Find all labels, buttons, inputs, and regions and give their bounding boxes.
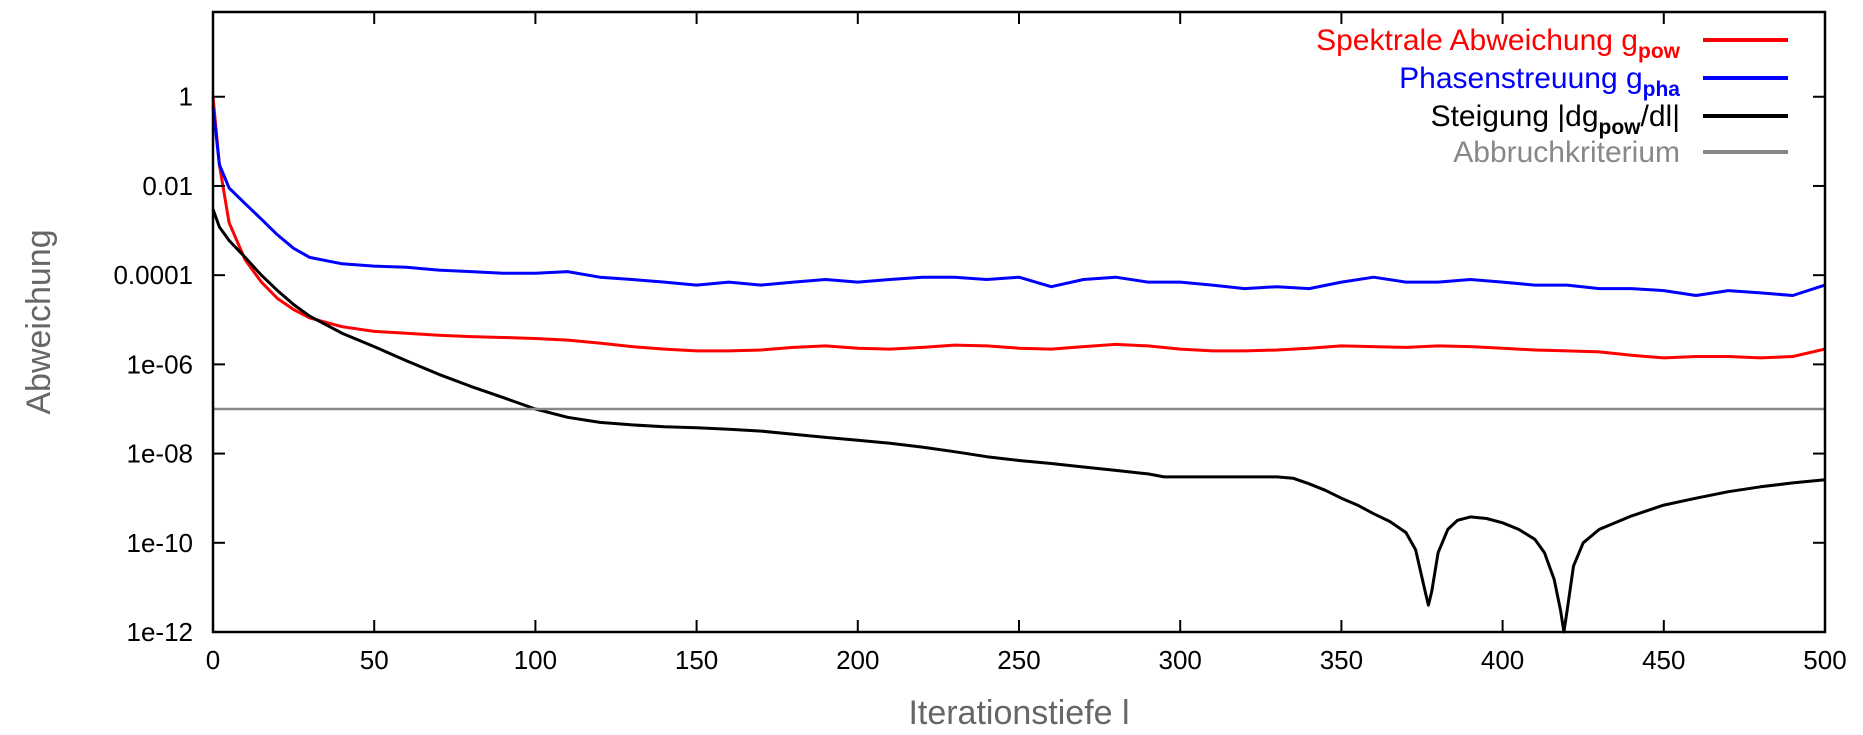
legend-label-0: Spektrale Abweichung gpow xyxy=(1316,24,1681,63)
x-tick-label: 500 xyxy=(1803,645,1846,675)
legend-label-1: Phasenstreuung gpha xyxy=(1399,62,1680,101)
y-tick-label: 0.01 xyxy=(142,171,193,201)
x-tick-label: 300 xyxy=(1159,645,1202,675)
x-axis-tick-labels: 0 50 100 150 200 250 300 350 400 450 500 xyxy=(206,645,1847,675)
x-tick-label: 100 xyxy=(514,645,557,675)
series-line-0 xyxy=(211,96,1826,360)
legend: Spektrale Abweichung gpowPhasenstreuung … xyxy=(1316,24,1788,169)
series-line-2 xyxy=(211,208,1826,634)
legend-label-2: Steigung |dgpow/dl| xyxy=(1431,100,1680,139)
x-tick-label: 50 xyxy=(360,645,389,675)
plot-series-group xyxy=(211,96,1826,634)
y-tick-label: 0.0001 xyxy=(113,260,193,290)
legend-label-3: Abbruchkriterium xyxy=(1453,136,1680,169)
y-tick-label: 1e-10 xyxy=(127,528,194,558)
x-tick-label: 200 xyxy=(836,645,879,675)
y-tick-label: 1e-12 xyxy=(127,617,194,647)
x-axis-label: Iterationstiefe l xyxy=(908,694,1129,732)
series-line-1 xyxy=(211,106,1826,297)
axis-ticks xyxy=(212,12,1826,633)
y-axis-tick-labels: 1 0.01 0.0001 1e-06 1e-08 1e-10 1e-12 xyxy=(113,82,193,647)
x-tick-label: 0 xyxy=(206,645,220,675)
x-tick-label: 400 xyxy=(1481,645,1524,675)
y-tick-label: 1 xyxy=(179,82,193,112)
y-tick-label: 1e-08 xyxy=(127,439,194,469)
y-tick-label: 1e-06 xyxy=(127,349,194,379)
x-tick-label: 150 xyxy=(675,645,718,675)
x-tick-label: 250 xyxy=(997,645,1040,675)
x-tick-label: 450 xyxy=(1642,645,1685,675)
x-tick-label: 350 xyxy=(1320,645,1363,675)
y-axis-label: Abweichung xyxy=(20,229,58,414)
